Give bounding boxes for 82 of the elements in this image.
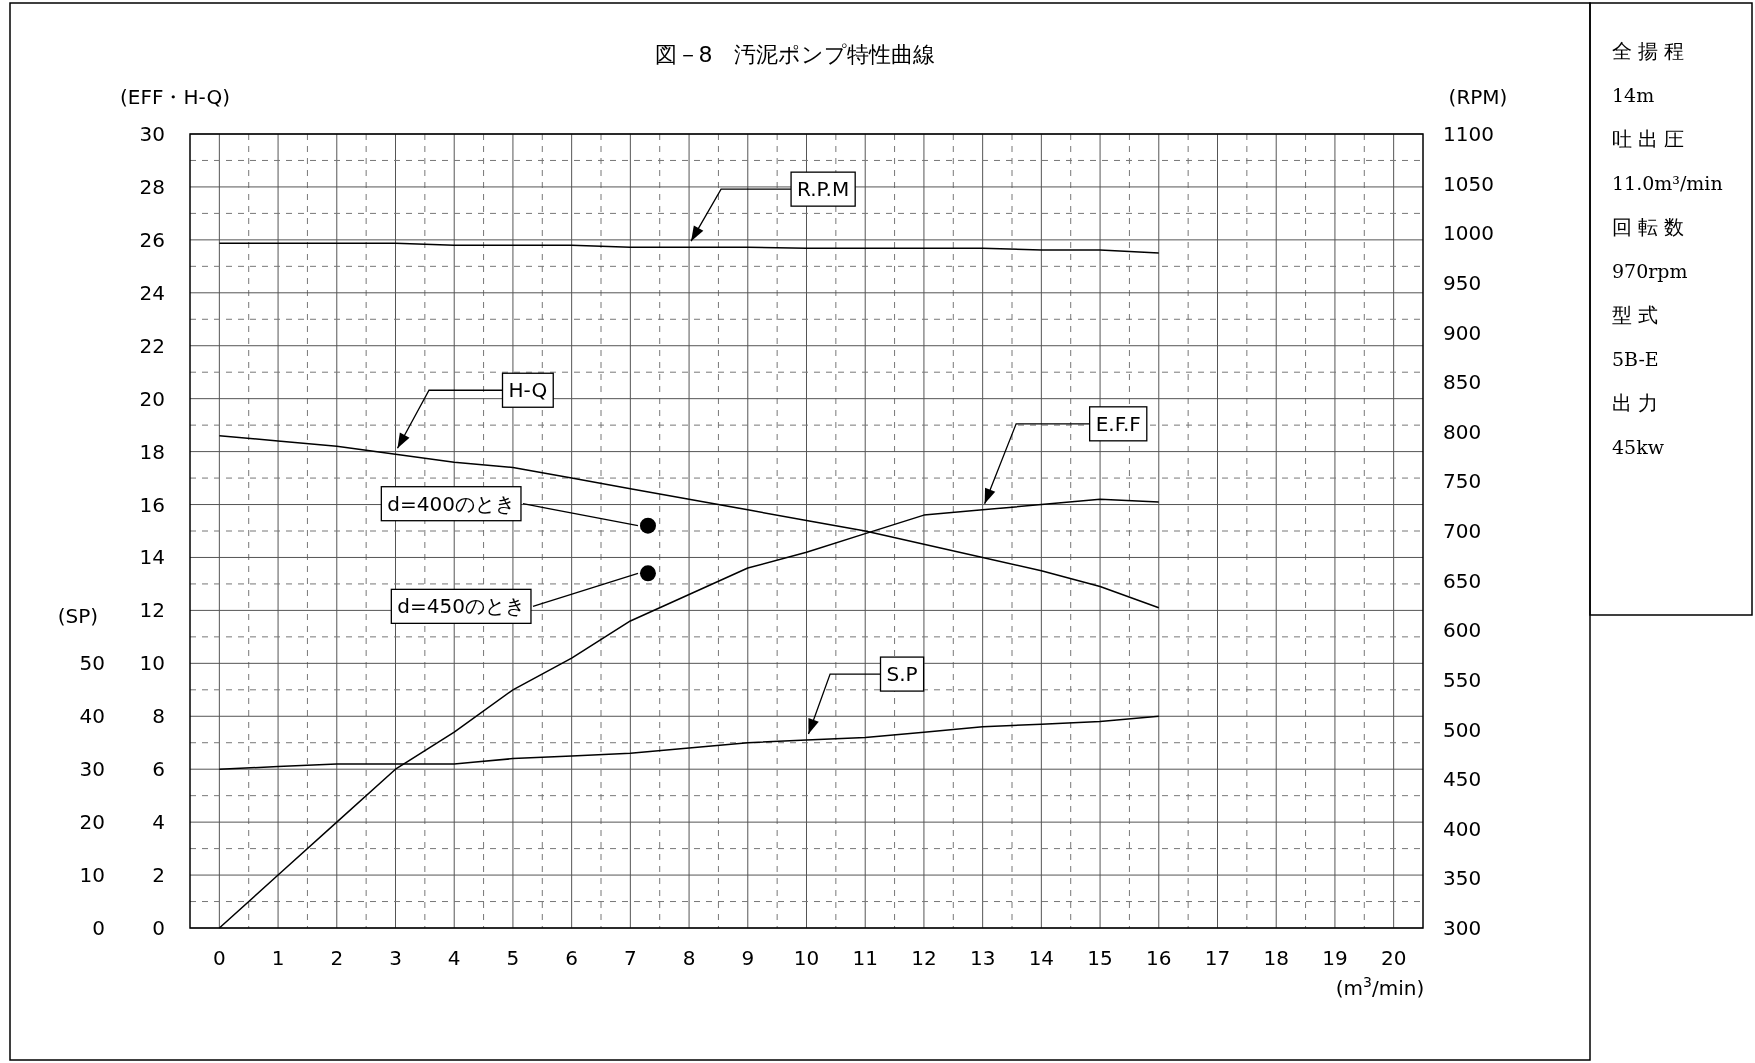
x-tick-label: 17 [1204,946,1231,970]
x-tick-label: 15 [1087,946,1113,970]
y3-tick-label: 40 [79,704,105,729]
x-tick-label: 7 [623,946,637,970]
x-axis-title: (m$^{3}$/min) [1335,974,1425,1000]
text: 吐出圧 [1612,127,1690,151]
x-tick-label: 8 [682,946,696,970]
y3-axis-title: (SP) [57,604,99,629]
y3-tick-label: 30 [79,757,105,782]
x-tick-label: 6 [565,946,579,970]
y-axis-title: (EFF・H-Q) [120,85,230,109]
x-tick-label: 19 [1322,946,1348,970]
y-tick-label: 24 [139,280,165,305]
y2-tick-label: 950 [1443,270,1482,295]
x-tick-label: 0 [212,946,226,970]
y-tick-label: 18 [139,439,165,464]
y-tick-label: 0 [152,916,165,940]
text: 全揚程 [1612,39,1690,63]
x-tick-label: 13 [969,946,996,970]
y3-tick-label: 0 [92,916,105,940]
y2-tick-label: 750 [1443,469,1482,494]
text: d=400のとき [387,491,515,516]
text: 45kw [1612,436,1665,458]
x-tick-label: 14 [1028,946,1055,970]
y-tick-label: 20 [139,386,165,411]
text: R.P.M [797,177,850,202]
y2-tick-label: 1100 [1443,122,1494,146]
x-tick-label: 11 [852,946,878,970]
x-tick-label: 10 [793,946,820,970]
y-tick-label: 8 [152,704,165,729]
y-tick-label: 10 [139,651,165,676]
text: 970rpm [1612,260,1688,282]
y-tick-label: 26 [139,227,165,252]
x-tick-label: 1 [271,946,285,970]
y2-tick-label: 800 [1443,419,1482,444]
text: d=450のとき [397,594,525,619]
x-tick-label: 2 [330,946,344,970]
y2-tick-label: 900 [1443,320,1482,345]
y2-tick-label: 1000 [1443,221,1494,246]
y2-tick-label: 650 [1443,568,1482,593]
y2-tick-label: 600 [1443,618,1482,643]
x-tick-label: 4 [447,946,461,970]
y-tick-label: 16 [139,492,165,517]
x-tick-label: 18 [1263,946,1289,970]
text: 11.0m³/min [1612,172,1723,194]
text: 出力 [1612,391,1664,415]
x-tick-label: 12 [911,946,937,970]
y2-tick-label: 550 [1443,667,1482,692]
y3-tick-label: 10 [79,863,105,888]
text: H-Q [508,378,548,403]
y3-tick-label: 20 [79,810,105,835]
y2-tick-label: 350 [1443,866,1482,891]
chart-title: 図－8 汚泥ポンプ特性曲線 [654,42,936,67]
y-tick-label: 30 [139,122,165,146]
y-tick-label: 4 [152,810,165,835]
text: 回転数 [1612,215,1690,239]
y2-tick-label: 400 [1443,816,1482,841]
y2-tick-label: 850 [1443,370,1482,395]
text: 型式 [1612,303,1664,327]
y3-tick-label: 50 [79,651,105,676]
text: E.F.F [1095,411,1141,436]
y2-tick-label: 1050 [1443,171,1494,196]
y2-tick-label: 500 [1443,717,1482,742]
line-series [218,242,1160,254]
x-tick-label: 16 [1146,946,1172,970]
y-tick-label: 2 [152,863,165,888]
y-tick-label: 12 [139,598,165,623]
y-tick-label: 28 [139,174,165,199]
x-tick-label: 3 [389,946,402,970]
y-tick-label: 6 [152,757,165,782]
y2-tick-label: 300 [1443,916,1482,940]
y2-axis-title: (RPM) [1448,85,1508,109]
y-tick-label: 14 [139,545,165,570]
y2-tick-label: 700 [1443,519,1482,543]
text: S.P [886,662,918,687]
text: 14m [1612,84,1655,106]
x-tick-label: 20 [1380,946,1407,970]
text: 5B-E [1612,348,1659,370]
x-tick-label: 5 [506,946,520,970]
y2-tick-label: 450 [1443,767,1482,792]
x-tick-label: 9 [741,946,755,970]
y-tick-label: 22 [139,333,165,358]
